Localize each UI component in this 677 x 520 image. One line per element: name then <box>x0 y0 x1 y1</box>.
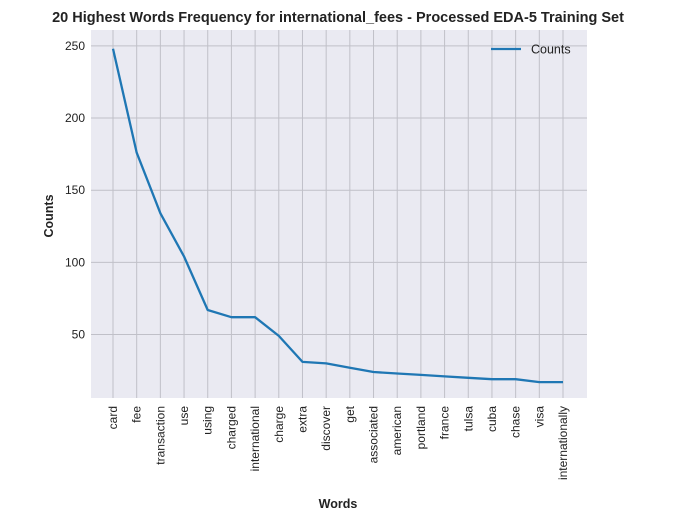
y-axis-label: Counts <box>42 194 56 237</box>
x-tick-label: associated <box>367 406 381 463</box>
x-tick-label: charge <box>272 406 286 443</box>
plot-area <box>91 30 587 398</box>
x-tick-label: international <box>248 406 262 471</box>
x-tick-label: american <box>390 406 404 455</box>
x-tick-label: fee <box>130 406 144 423</box>
y-tick-label: 250 <box>65 39 85 53</box>
chart-title: 20 Highest Words Frequency for internati… <box>52 10 624 26</box>
x-tick-labels: card fee transaction use using charged interna… <box>106 405 570 480</box>
x-tick-label: cuba <box>485 406 499 432</box>
x-tick-label: card <box>106 406 120 429</box>
y-tick-labels: 50 100 150 200 250 <box>65 39 85 342</box>
x-tick-label: visa <box>532 406 546 428</box>
series-line-counts <box>111 48 563 384</box>
x-tick-label: discover <box>319 406 333 451</box>
x-tick-label: internationally <box>556 406 570 480</box>
x-tick-label: france <box>438 406 452 440</box>
legend-label: Counts <box>531 43 571 57</box>
y-tick-label: 100 <box>65 255 85 269</box>
x-tick-label: tulsa <box>461 406 475 432</box>
y-tick-label: 50 <box>72 328 86 342</box>
x-tick-label: use <box>177 406 191 426</box>
x-tick-label: get <box>343 405 357 422</box>
x-tick-label: chase <box>509 406 523 438</box>
x-tick-label: extra <box>295 406 309 433</box>
x-tick-label: portland <box>414 406 428 449</box>
x-gridlines <box>112 30 564 398</box>
x-axis-label: Words <box>319 497 358 511</box>
x-tick-label: charged <box>224 406 238 449</box>
y-tick-label: 150 <box>65 183 85 197</box>
x-tick-label: transaction <box>153 406 167 465</box>
y-tick-label: 200 <box>65 111 85 125</box>
x-tick-label: using <box>201 406 215 435</box>
legend: Counts <box>491 43 571 57</box>
y-gridlines <box>91 45 587 336</box>
